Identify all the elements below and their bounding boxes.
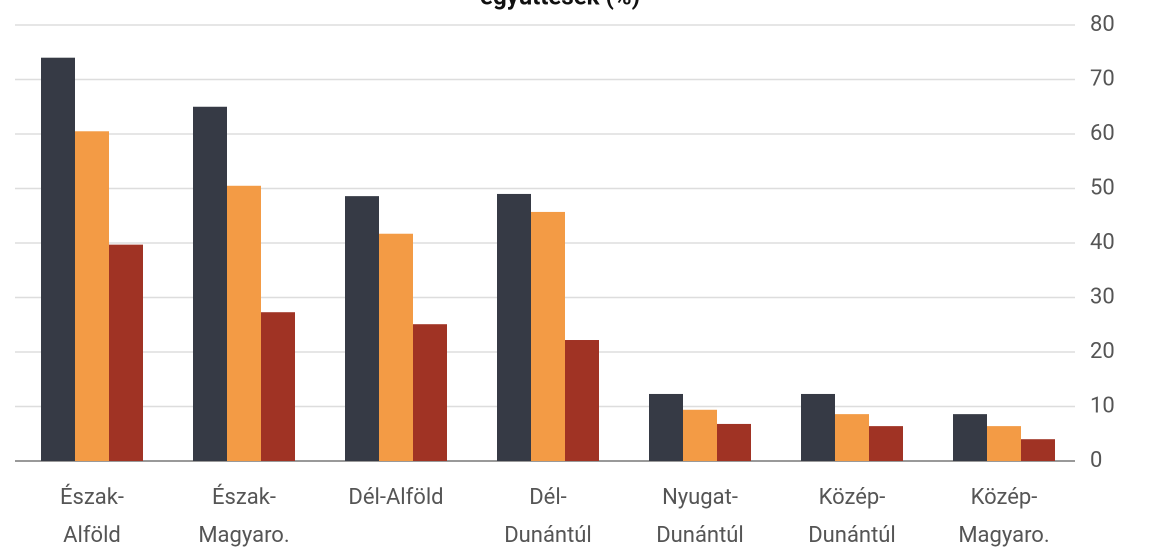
- bar: [683, 409, 717, 461]
- bar: [497, 193, 531, 461]
- x-tick-label: Észak-: [212, 484, 276, 510]
- x-tick-label: Dél-Alföld: [348, 485, 443, 510]
- y-tick-label: 10: [1090, 393, 1115, 418]
- bar: [565, 340, 599, 461]
- x-tick-label: Észak-: [60, 484, 124, 510]
- bar: [413, 324, 447, 461]
- y-tick-label: 80: [1090, 12, 1115, 37]
- x-tick-label: Közép-: [971, 485, 1038, 510]
- y-tick-label: 40: [1090, 230, 1115, 255]
- bar: [41, 57, 75, 461]
- x-tick-label: Magyaro.: [958, 523, 1049, 548]
- bar: [649, 393, 683, 461]
- x-tick-label: Dél-: [529, 485, 567, 510]
- y-tick-label: 0: [1090, 448, 1102, 473]
- x-tick-label: Közép-: [819, 485, 886, 510]
- x-tick-label: Dunántúl: [656, 523, 744, 548]
- bar: [869, 426, 903, 461]
- bar: [109, 244, 143, 461]
- bar: [75, 131, 109, 461]
- bar: [717, 423, 751, 461]
- x-tick-label: Dunántúl: [504, 523, 592, 548]
- bar: [531, 211, 565, 461]
- y-tick-label: 60: [1090, 121, 1115, 146]
- bar: [1021, 439, 1055, 461]
- y-tick-label: 70: [1090, 66, 1115, 91]
- x-tick-label: Alföld: [63, 523, 121, 548]
- x-tick-label: Nyugat-: [662, 485, 738, 510]
- chart-title: együttesek (%): [480, 0, 640, 10]
- bar: [835, 414, 869, 461]
- bar: [227, 185, 261, 461]
- bar: [801, 393, 835, 461]
- x-tick-label: Dunántúl: [808, 523, 896, 548]
- bar: [261, 312, 295, 461]
- y-tick-label: 20: [1090, 339, 1115, 364]
- x-tick-label: Magyaro.: [198, 523, 289, 548]
- bar: [345, 196, 379, 461]
- bar: [953, 414, 987, 461]
- y-tick-label: 50: [1090, 175, 1115, 200]
- bar: [193, 106, 227, 461]
- bar: [379, 233, 413, 461]
- bar: [987, 426, 1021, 461]
- y-tick-label: 30: [1090, 284, 1115, 309]
